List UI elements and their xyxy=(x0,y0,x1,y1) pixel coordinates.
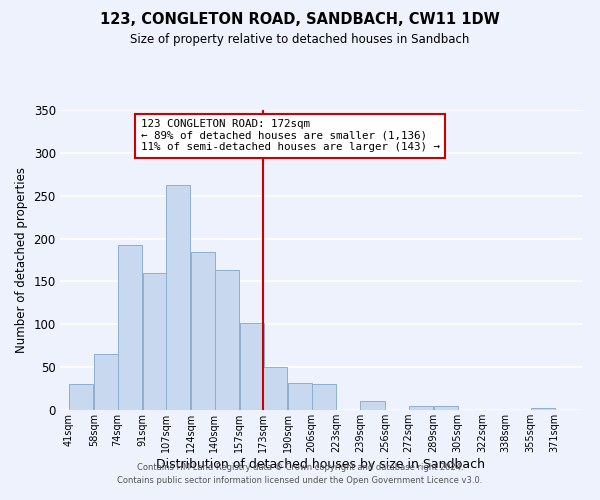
Y-axis label: Number of detached properties: Number of detached properties xyxy=(15,167,28,353)
Bar xyxy=(289,382,313,410)
Bar xyxy=(166,186,190,410)
Bar xyxy=(240,322,264,410)
Bar xyxy=(531,408,555,410)
Bar xyxy=(263,367,287,410)
Bar xyxy=(409,406,433,410)
Text: Contains HM Land Registry data © Crown copyright and database right 2024.: Contains HM Land Registry data © Crown c… xyxy=(137,464,463,472)
Bar xyxy=(191,252,215,410)
X-axis label: Distribution of detached houses by size in Sandbach: Distribution of detached houses by size … xyxy=(157,458,485,471)
Text: Contains public sector information licensed under the Open Government Licence v3: Contains public sector information licen… xyxy=(118,476,482,485)
Bar xyxy=(434,406,458,410)
Bar xyxy=(361,400,385,410)
Text: Size of property relative to detached houses in Sandbach: Size of property relative to detached ho… xyxy=(130,32,470,46)
Bar xyxy=(143,273,167,410)
Bar xyxy=(69,384,94,410)
Bar xyxy=(215,270,239,410)
Text: 123, CONGLETON ROAD, SANDBACH, CW11 1DW: 123, CONGLETON ROAD, SANDBACH, CW11 1DW xyxy=(100,12,500,28)
Text: 123 CONGLETON ROAD: 172sqm
← 89% of detached houses are smaller (1,136)
11% of s: 123 CONGLETON ROAD: 172sqm ← 89% of deta… xyxy=(141,119,440,152)
Bar xyxy=(94,354,118,410)
Bar xyxy=(118,244,142,410)
Bar xyxy=(312,384,336,410)
